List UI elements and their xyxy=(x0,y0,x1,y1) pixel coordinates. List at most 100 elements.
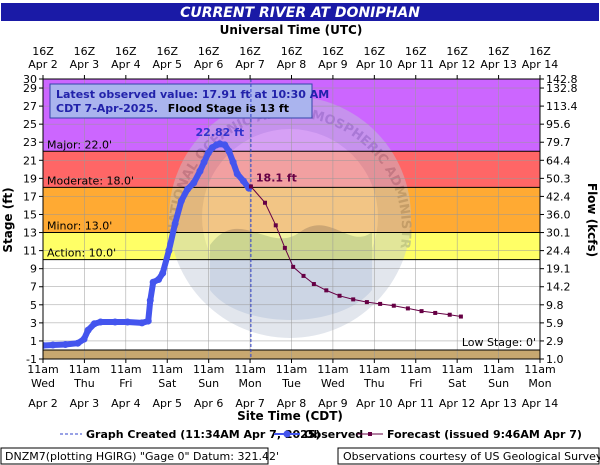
flow-tick-36-0: 36.0 xyxy=(546,208,571,221)
utc-tick-time-7: 16Z xyxy=(322,45,344,58)
observed-point-5 xyxy=(84,326,92,334)
flow-tick-113-4: 113.4 xyxy=(546,100,578,113)
flow-tick-142-8: 142.8 xyxy=(546,73,578,86)
utc-tick-time-8: 16Z xyxy=(364,45,386,58)
flow-tick-30-1: 30.1 xyxy=(546,227,571,240)
top-axis-title: Universal Time (UTC) xyxy=(220,23,363,37)
site-tick-time-5: 11am xyxy=(234,363,265,376)
flow-tick-50-3: 50.3 xyxy=(546,172,571,185)
site-tick-time-1: 11am xyxy=(69,363,100,376)
footer-left-box xyxy=(0,447,269,465)
flood-threshold-lines: Low Stage: 0' Action: 10.0' Minor: 13.0' Mo… xyxy=(43,138,540,351)
grid-lines xyxy=(43,79,540,359)
utc-tick-date-4: Apr 6 xyxy=(194,58,224,71)
utc-tick-date-8: Apr 10 xyxy=(356,58,393,71)
site-tick-date-4: Apr 6 xyxy=(194,397,224,410)
forecast-series-line xyxy=(250,186,461,317)
legend-forecast: Forecast (issued 9:46AM Apr 7) xyxy=(387,428,582,441)
site-tick-time-7: 11am xyxy=(317,363,348,376)
site-tick-day-8: Thu xyxy=(363,377,385,390)
site-tick-time-8: 11am xyxy=(359,363,390,376)
observed-point-27 xyxy=(221,141,229,149)
utc-tick-time-1: 16Z xyxy=(74,45,96,58)
site-tick-time-9: 11am xyxy=(400,363,431,376)
site-tick-time-4: 11am xyxy=(193,363,224,376)
observed-point-14 xyxy=(155,276,163,284)
stage-tick-21: 21 xyxy=(23,154,37,167)
forecast-point-10 xyxy=(364,300,369,305)
threshold-label-action: Action: 10.0' xyxy=(47,247,116,260)
site-tick-date-0: Apr 2 xyxy=(28,397,58,410)
observed-point-7 xyxy=(97,318,105,326)
utc-tick-time-9: 16Z xyxy=(405,45,427,58)
flow-tick-14-2: 14.2 xyxy=(546,281,571,294)
flow-axis-title: Flow (kcfs) xyxy=(585,183,599,257)
forecast-point-0 xyxy=(248,184,253,189)
observed-point-13 xyxy=(149,278,157,286)
site-tick-day-10: Sat xyxy=(448,377,467,390)
site-tick-date-1: Apr 3 xyxy=(70,397,100,410)
site-tick-date-11: Apr 13 xyxy=(480,397,517,410)
utc-tick-time-3: 16Z xyxy=(156,45,178,58)
observed-point-21 xyxy=(196,167,204,175)
forecast-point-6 xyxy=(311,282,316,287)
observed-point-4 xyxy=(80,335,88,343)
observed-point-31 xyxy=(239,177,247,185)
observed-point-23 xyxy=(204,149,212,157)
stage-tick-1: -1 xyxy=(26,353,37,366)
observed-point-2 xyxy=(61,341,69,349)
flow-tick-132-8: 132.8 xyxy=(546,82,578,95)
forecast-point-12 xyxy=(391,303,396,308)
observed-point-12 xyxy=(146,296,154,304)
utc-tick-time-10: 16Z xyxy=(446,45,468,58)
stage-tick-30: 30 xyxy=(23,73,37,86)
stage-tick-9: 9 xyxy=(30,263,37,276)
utc-tick-date-12: Apr 14 xyxy=(522,58,559,71)
stage-tick-17: 17 xyxy=(23,190,37,203)
stage-tick-29: 29 xyxy=(23,82,37,95)
observed-crest-label: 22.82 ft xyxy=(196,126,245,139)
svg-text:CDT 7-Apr-2025. Flood St: CDT 7-Apr-2025. Flood Stage is 13 ft xyxy=(56,102,289,115)
series-layer xyxy=(43,79,463,359)
site-tick-day-11: Sun xyxy=(488,377,509,390)
site-tick-time-11: 11am xyxy=(483,363,514,376)
forecast-point-4 xyxy=(291,264,296,269)
observed-point-10 xyxy=(138,319,146,327)
observed-point-28 xyxy=(225,147,233,155)
utc-tick-time-5: 16Z xyxy=(239,45,261,58)
legend-graph-created: Graph Created (11:34AM Apr 7, 2025) xyxy=(86,428,321,441)
flow-tick-95-6: 95.6 xyxy=(546,118,571,131)
stage-tick-7: 7 xyxy=(30,281,37,294)
utc-tick-time-0: 16Z xyxy=(32,45,54,58)
utc-tick-date-5: Apr 7 xyxy=(235,58,265,71)
flow-tick-64-4: 64.4 xyxy=(546,154,571,167)
site-tick-day-0: Wed xyxy=(31,377,55,390)
forecast-crest-label: 18.1 ft xyxy=(256,171,297,184)
forecast-point-15 xyxy=(433,310,438,315)
utc-tick-date-2: Apr 4 xyxy=(111,58,141,71)
site-tick-day-9: Fri xyxy=(409,377,422,390)
forecast-point-2 xyxy=(273,223,278,228)
flow-tick-9-8: 9.8 xyxy=(546,299,564,312)
flow-tick-5-9: 5.9 xyxy=(546,317,564,330)
info-line-2a: CDT 7-Apr-2025. xyxy=(56,102,158,115)
info-line-2b: Flood Stage is 13 ft xyxy=(168,102,289,115)
utc-tick-date-0: Apr 2 xyxy=(28,58,58,71)
site-tick-time-12: 11am xyxy=(524,363,555,376)
stage-tick-13: 13 xyxy=(23,227,37,240)
site-tick-time-6: 11am xyxy=(276,363,307,376)
footer-datum: DNZM7(plotting HGIRG) "Gage 0" Datum: 32… xyxy=(5,450,279,463)
forecast-point-5 xyxy=(301,273,306,278)
site-tick-day-5: Mon xyxy=(238,377,261,390)
threshold-label-major: Major: 22.0' xyxy=(47,138,112,151)
forecast-point-9 xyxy=(351,297,356,302)
threshold-label-low: Low Stage: 0' xyxy=(462,336,536,349)
flow-tick-24-4: 24.4 xyxy=(546,245,571,258)
footer-right-box xyxy=(337,447,600,465)
site-tick-day-12: Mon xyxy=(528,377,551,390)
utc-tick-date-10: Apr 12 xyxy=(439,58,476,71)
observed-point-19 xyxy=(184,185,192,193)
utc-tick-time-12: 16Z xyxy=(529,45,551,58)
